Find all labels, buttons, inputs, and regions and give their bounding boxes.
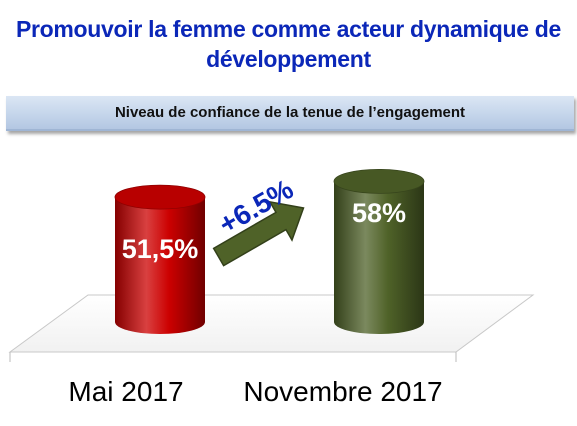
bar-body-1	[115, 197, 205, 334]
change-arrow-shape	[212, 200, 305, 267]
value-label-1: 51,5%	[122, 234, 199, 264]
bar-top-1	[114, 184, 206, 210]
chart-floor	[8, 294, 535, 353]
value-label-2: 58%	[352, 198, 406, 228]
bar-body-2	[334, 181, 424, 334]
chart-subtitle: Niveau de confiance de la tenue de l’eng…	[114, 104, 466, 121]
bar-2	[333, 168, 425, 334]
category-label-2: Novembre 2017	[243, 376, 442, 407]
category-label-1: Mai 2017	[68, 376, 183, 407]
change-arrow	[212, 200, 305, 267]
bar-1	[114, 184, 206, 334]
page-title: Promouvoir la femme comme acteur dynamiq…	[15, 16, 562, 72]
subtitle-banner: Niveau de confiance de la tenue de l’eng…	[6, 96, 574, 131]
bar-top-2	[333, 168, 425, 194]
